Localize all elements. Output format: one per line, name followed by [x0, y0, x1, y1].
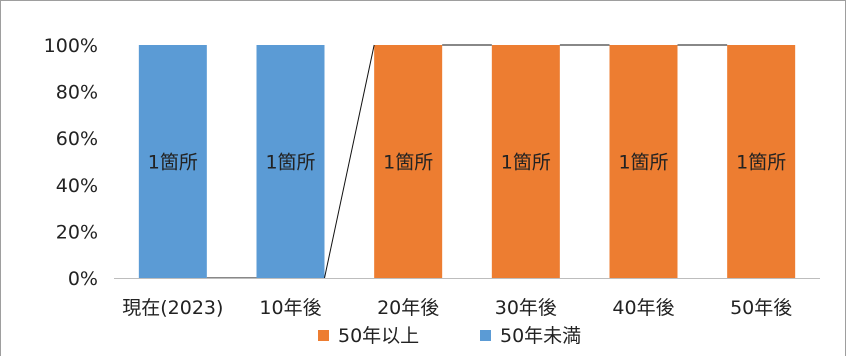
x-tick-label: 40年後	[612, 297, 674, 319]
legend-label: 50年未満	[500, 325, 581, 347]
bar-over50	[609, 45, 678, 278]
x-tick-label: 現在(2023)	[122, 297, 223, 319]
y-tick-label: 40%	[56, 175, 98, 197]
y-axis: 0% 20% 40% 60% 80% 100%	[44, 35, 98, 290]
legend-swatch	[480, 330, 491, 341]
data-label: 1箇所	[736, 152, 786, 174]
bars	[138, 45, 796, 278]
legend: 50年以上 50年未満	[318, 325, 581, 347]
data-label: 1箇所	[501, 152, 551, 174]
data-label: 1箇所	[383, 152, 433, 174]
y-tick-label: 80%	[56, 82, 98, 104]
y-tick-label: 100%	[44, 35, 98, 57]
series-lines	[206, 44, 728, 279]
bar-under50	[138, 45, 207, 278]
bar-over50	[374, 45, 443, 278]
x-tick-label: 20年後	[377, 297, 439, 319]
bar-over50	[491, 45, 560, 278]
bar-over50	[727, 45, 796, 278]
legend-swatch	[318, 330, 329, 341]
x-tick-label: 10年後	[259, 297, 321, 319]
data-label: 1箇所	[618, 152, 668, 174]
y-tick-label: 0%	[68, 268, 98, 290]
legend-label: 50年以上	[338, 325, 419, 347]
data-label: 1箇所	[148, 152, 198, 174]
x-tick-label: 30年後	[495, 297, 557, 319]
bar-under50	[256, 45, 325, 278]
x-axis: 現在(2023) 10年後 20年後 30年後 40年後 50年後	[114, 278, 820, 319]
y-tick-label: 20%	[56, 221, 98, 243]
y-tick-label: 60%	[56, 128, 98, 150]
data-labels: 1箇所 1箇所 1箇所 1箇所 1箇所 1箇所	[148, 152, 786, 174]
data-label: 1箇所	[265, 152, 315, 174]
series-line	[324, 44, 375, 279]
x-tick-label: 50年後	[730, 297, 792, 319]
